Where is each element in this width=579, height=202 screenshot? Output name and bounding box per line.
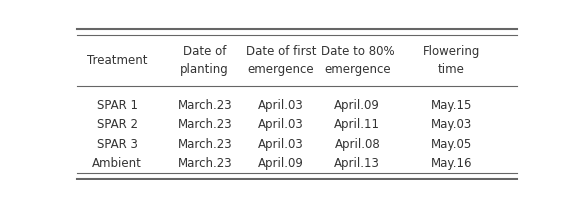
Text: April.11: April.11 — [334, 118, 380, 131]
Text: SPAR 3: SPAR 3 — [97, 138, 138, 150]
Text: April.08: April.08 — [335, 138, 380, 150]
Text: May.15: May.15 — [431, 99, 472, 112]
Text: SPAR 2: SPAR 2 — [97, 118, 138, 131]
Text: Flowering
time: Flowering time — [423, 44, 480, 76]
Text: March.23: March.23 — [177, 99, 232, 112]
Text: Ambient: Ambient — [92, 157, 142, 170]
Text: Date of first
emergence: Date of first emergence — [245, 44, 316, 76]
Text: Date to 80%
emergence: Date to 80% emergence — [321, 44, 394, 76]
Text: April.09: April.09 — [258, 157, 304, 170]
Text: March.23: March.23 — [177, 118, 232, 131]
Text: Date of
planting: Date of planting — [181, 44, 229, 76]
Text: Treatment: Treatment — [87, 54, 148, 66]
Text: April.03: April.03 — [258, 138, 304, 150]
Text: April.03: April.03 — [258, 99, 304, 112]
Text: May.03: May.03 — [431, 118, 472, 131]
Text: SPAR 1: SPAR 1 — [97, 99, 138, 112]
Text: March.23: March.23 — [177, 157, 232, 170]
Text: May.05: May.05 — [431, 138, 472, 150]
Text: March.23: March.23 — [177, 138, 232, 150]
Text: May.16: May.16 — [431, 157, 472, 170]
Text: April.03: April.03 — [258, 118, 304, 131]
Text: April.09: April.09 — [335, 99, 380, 112]
Text: April.13: April.13 — [335, 157, 380, 170]
